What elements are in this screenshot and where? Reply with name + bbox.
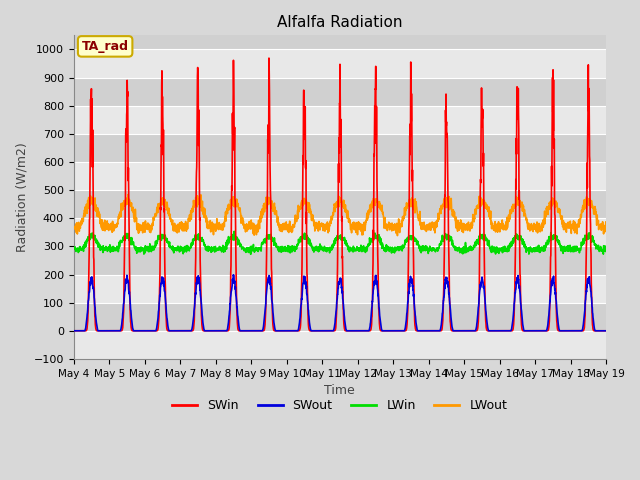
Bar xyxy=(74,106,606,134)
Bar xyxy=(74,78,606,106)
X-axis label: Time: Time xyxy=(324,384,355,397)
Y-axis label: Radiation (W/m2): Radiation (W/m2) xyxy=(15,142,28,252)
Bar xyxy=(74,331,606,359)
Bar xyxy=(74,275,606,303)
Bar xyxy=(74,190,606,218)
Text: TA_rad: TA_rad xyxy=(82,40,129,53)
Bar xyxy=(74,162,606,190)
Legend: SWin, SWout, LWin, LWout: SWin, SWout, LWin, LWout xyxy=(167,395,513,418)
Bar xyxy=(74,49,606,78)
Bar xyxy=(74,218,606,246)
Title: Alfalfa Radiation: Alfalfa Radiation xyxy=(277,15,403,30)
Bar xyxy=(74,134,606,162)
Bar xyxy=(74,246,606,275)
Bar xyxy=(74,303,606,331)
